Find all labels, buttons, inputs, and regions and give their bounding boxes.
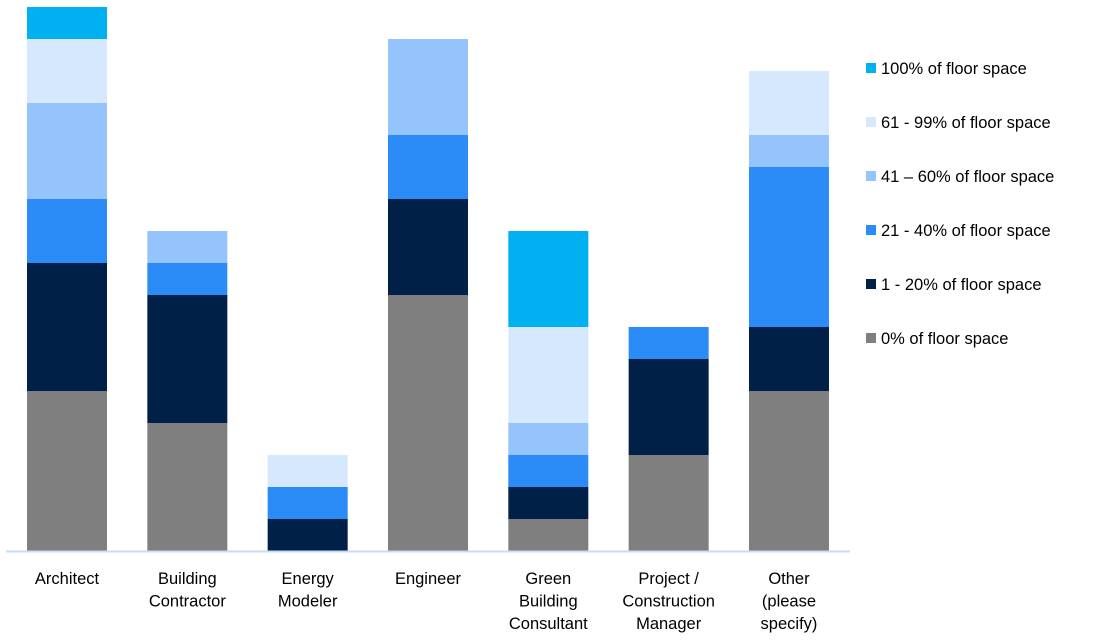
legend-label: 0% of floor space bbox=[881, 330, 1009, 348]
bar-segment bbox=[27, 39, 107, 103]
bar-segment bbox=[508, 519, 589, 551]
x-tick-labels: Architect Building Contractor Energy Modeler… bbox=[35, 570, 818, 633]
x-tick-label: Project / Construction Manager bbox=[622, 570, 715, 633]
bar-segment bbox=[27, 263, 107, 391]
bar-segment bbox=[628, 359, 709, 455]
bar-segment bbox=[27, 391, 107, 551]
legend-label: 21 - 40% of floor space bbox=[881, 222, 1051, 240]
bar-segment bbox=[387, 199, 468, 295]
bar-segment bbox=[27, 199, 107, 263]
legend-swatch bbox=[866, 333, 876, 343]
bar-segment bbox=[508, 231, 589, 327]
legend-label: 1 - 20% of floor space bbox=[881, 276, 1042, 294]
bar-segment bbox=[147, 263, 228, 295]
x-tick-label: Green Building Consultant bbox=[509, 570, 588, 633]
bar-segment bbox=[748, 135, 829, 167]
bar-segment bbox=[628, 327, 709, 359]
bar-segment bbox=[387, 295, 468, 551]
legend-swatch bbox=[866, 171, 876, 181]
x-tick-label: Engineer bbox=[395, 570, 462, 588]
bar-segment bbox=[147, 423, 228, 551]
bar-segment bbox=[628, 455, 709, 551]
legend-swatch bbox=[866, 117, 876, 127]
bar-segment bbox=[147, 295, 228, 423]
legend-label: 41 – 60% of floor space bbox=[881, 168, 1054, 186]
bar-segment bbox=[267, 455, 348, 487]
bar-segment bbox=[508, 455, 589, 487]
bar-segment bbox=[748, 391, 829, 551]
bar-segment bbox=[267, 519, 348, 551]
x-tick-label: Building Contractor bbox=[149, 570, 227, 611]
bar-segment bbox=[508, 327, 589, 423]
legend-swatch bbox=[866, 63, 876, 73]
bar-segment bbox=[267, 487, 348, 519]
bar-segment bbox=[387, 135, 468, 199]
legend-swatch bbox=[866, 225, 876, 235]
x-tick-label: Architect bbox=[35, 570, 100, 588]
x-tick-label: Energy Modeler bbox=[278, 570, 338, 611]
bar-segment bbox=[27, 7, 107, 39]
bar-segment bbox=[748, 71, 829, 135]
bar-segment bbox=[508, 423, 589, 455]
bar-segment bbox=[748, 167, 829, 327]
x-tick-label: Other (please specify) bbox=[761, 570, 818, 633]
bars-group bbox=[27, 7, 829, 551]
legend-label: 61 - 99% of floor space bbox=[881, 114, 1051, 132]
bar-segment bbox=[748, 327, 829, 391]
bar-segment bbox=[387, 39, 468, 135]
bar-segment bbox=[147, 231, 228, 263]
bar-segment bbox=[27, 103, 107, 199]
bar-segment bbox=[508, 487, 589, 519]
legend-swatch bbox=[866, 279, 876, 289]
legend-label: 100% of floor space bbox=[881, 60, 1027, 78]
legend: 100% of floor space 61 - 99% of floor spa… bbox=[866, 60, 1054, 348]
